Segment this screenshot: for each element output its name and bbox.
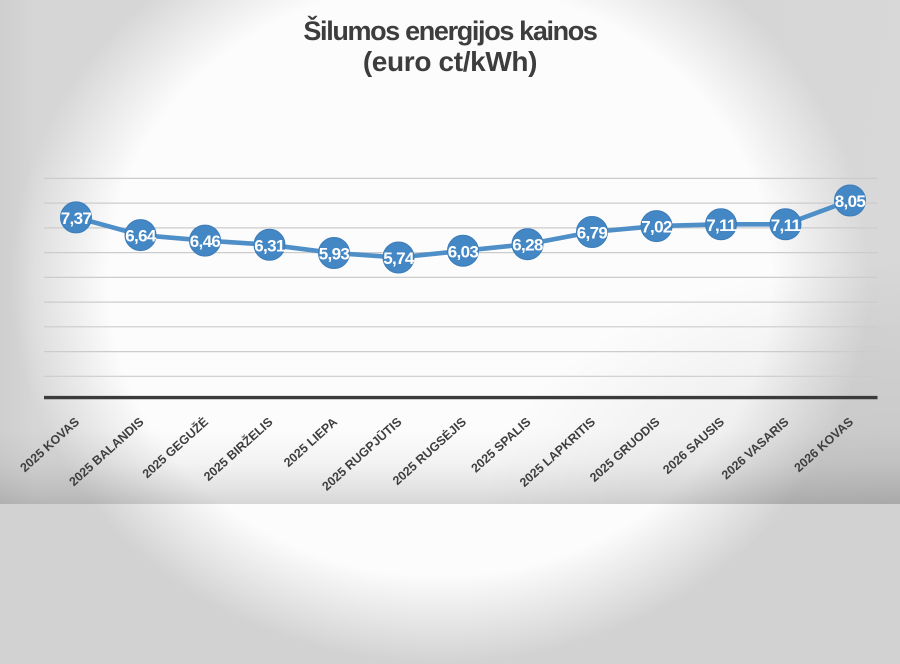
svg-text:6,46: 6,46 [190,232,221,251]
svg-text:2025 BIRŽELIS: 2025 BIRŽELIS [200,414,275,484]
svg-text:2025 LIEPA: 2025 LIEPA [281,415,340,470]
svg-text:6,79: 6,79 [577,224,608,243]
svg-text:2025 SPALIS: 2025 SPALIS [469,415,534,475]
svg-text:2025 KOVAS: 2025 KOVAS [18,415,82,475]
svg-text:7,02: 7,02 [641,218,672,237]
svg-text:8,05: 8,05 [835,192,866,211]
svg-text:7,37: 7,37 [61,209,92,228]
svg-text:2026 VASARIS: 2026 VASARIS [719,415,792,482]
svg-text:2025 GRUODIS: 2025 GRUODIS [587,415,662,485]
svg-text:6,31: 6,31 [254,236,285,255]
svg-text:6,64: 6,64 [125,227,157,246]
svg-text:7,11: 7,11 [706,216,736,235]
svg-text:6,03: 6,03 [448,242,479,261]
svg-text:6,28: 6,28 [512,236,543,255]
svg-text:5,74: 5,74 [383,249,415,268]
svg-text:5,93: 5,93 [319,245,350,264]
svg-text:7,11: 7,11 [771,216,801,235]
svg-text:2026 SAUSIS: 2026 SAUSIS [660,415,727,477]
svg-text:2026 KOVAS: 2026 KOVAS [792,415,856,475]
svg-text:2025 GEGUŽĖ: 2025 GEGUŽĖ [139,414,211,481]
